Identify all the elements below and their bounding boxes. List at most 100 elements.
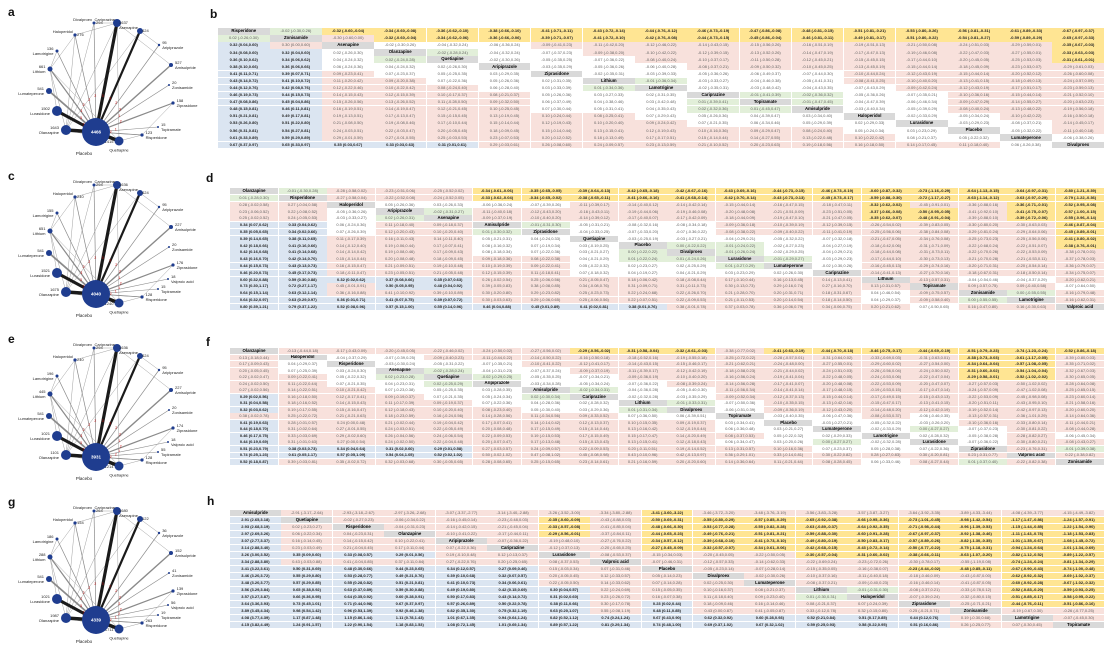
league-cell: 0.22 (-0.04,0.48): [424, 439, 473, 446]
league-cell: 0.11 (-0.17,0.39): [327, 235, 376, 242]
league-cell: 0.22 (-0.38,0.82): [1056, 452, 1104, 459]
league-cell: 0.06 (-0.22,0.34): [281, 530, 333, 538]
league-cell: -0.43 (-0.87,0.00): [950, 572, 1002, 580]
treatment-node: [73, 33, 77, 37]
league-cell: 0.57 (0.15,1.00): [375, 303, 424, 310]
study-count-label: 2: [115, 426, 117, 430]
league-cell: -0.14 (-0.55,0.27): [1000, 98, 1052, 106]
node-label: Divalproex: [73, 342, 92, 347]
league-cell: -0.07 (-0.32,0.18): [813, 235, 862, 242]
league-cell: 0.41 (0.10,0.72): [270, 77, 322, 85]
league-cell: -0.02 (-0.32,0.28): [861, 439, 910, 446]
league-cell: -0.22 (-0.47,0.04): [910, 374, 959, 381]
study-count-label: 2: [80, 597, 82, 601]
node-label: Aripiprazole: [162, 45, 184, 50]
placebo-edge: [94, 30, 142, 133]
league-cell: 0.44 (0.23,0.65): [384, 565, 436, 573]
league-cell: -0.48 (-0.91,-0.04): [910, 215, 959, 222]
league-cell: 0.18 (-0.31,0.67): [813, 290, 862, 297]
treatment-node: [140, 458, 144, 462]
league-cell: 0.46 (0.04,0.88): [472, 303, 521, 310]
league-cell: -0.10 (-0.36,0.16): [958, 419, 1007, 426]
league-cell: 0.31 (-0.11,0.73): [667, 283, 716, 290]
league-cell: -0.21 (-0.51,0.09): [764, 208, 813, 215]
league-cell: 0.12 (-0.19,0.43): [635, 127, 687, 134]
league-cell: 0.04 (-0.38,0.46): [583, 98, 635, 106]
league-cell: -0.33 (-0.63,-0.03): [1052, 49, 1104, 56]
league-cell: 0.29 (-0.02,0.60): [327, 432, 376, 439]
league-cell: 0.22 (-0.09,0.53): [472, 432, 521, 439]
comparison-edge: [49, 556, 58, 600]
league-cell: 0.09 (-0.24,0.42): [635, 120, 687, 127]
placebo-count: 4466: [91, 130, 102, 135]
league-cell: -0.26 (-0.54,0.02): [861, 222, 910, 229]
league-cell: -0.19 (-0.41,0.04): [764, 374, 813, 381]
study-count-label: 1: [118, 286, 120, 290]
league-cell: -0.18 (-0.44,0.09): [715, 215, 764, 222]
study-count-label: 2: [88, 98, 90, 102]
league-cell: -0.04 (-0.32,0.24): [478, 49, 531, 56]
treatment-name: Lithium: [861, 276, 910, 283]
league-cell: 0.14 (-0.22,0.51): [278, 387, 327, 394]
league-cell: 0.57 (0.05,1.09): [327, 452, 376, 459]
league-cell: 0.24 (-0.02,0.50): [230, 380, 278, 387]
study-count-label: 2: [110, 618, 112, 622]
treatment-node: [46, 576, 52, 582]
node-count: 1987: [50, 613, 60, 618]
node-label: Asenapine: [119, 513, 139, 518]
league-cell: -0.80 (-1.21,-0.39): [1056, 188, 1104, 195]
league-cell: -0.24 (-0.57,0.09): [1052, 77, 1104, 85]
treatment-node: [73, 521, 77, 525]
league-cell: -0.22 (-0.82,0.38): [1007, 459, 1056, 465]
league-cell: -0.05 (-0.32,0.22): [861, 419, 910, 426]
league-cell: 0.98 (0.54,1.42): [281, 607, 333, 615]
league-cell: -0.16 (-0.51,0.19): [791, 42, 844, 49]
league-cell: 0.24 (-0.09,0.57): [521, 445, 570, 452]
league-cell: -0.10 (-0.36,0.16): [948, 91, 1000, 99]
league-cell: -0.51 (-0.81,-0.21): [744, 530, 796, 538]
league-cell: 0.82 (0.35,1.30): [435, 607, 487, 615]
node-label: Aripiprazole: [162, 533, 184, 538]
league-cell: 0.00 (-0.27,0.27): [813, 439, 862, 446]
league-cell: -0.23 (-0.59,0.13): [1052, 84, 1104, 92]
node-label: Olanzapine: [39, 618, 60, 623]
league-cell: -0.21 (-0.53,0.11): [1007, 256, 1056, 263]
league-cell: -0.45 (-0.98,0.08): [1007, 393, 1056, 400]
league-cell: 0.48 (0.15,0.81): [218, 106, 270, 113]
league-cell: -0.05 (-0.31,0.22): [424, 361, 473, 367]
study-count-label: 2: [88, 586, 90, 590]
study-count-label: 1: [115, 615, 117, 619]
league-cell: 0.14 (-0.17,0.45): [895, 141, 948, 148]
node-count: 122: [142, 516, 149, 521]
node-label: Valproic acid: [171, 279, 194, 284]
league-cell: -0.02 (-0.29,0.25): [472, 374, 521, 381]
node-label: Asenapine: [119, 25, 139, 30]
league-cell: 0.39 (-0.05,0.83): [472, 283, 521, 290]
study-count-label: 2: [119, 596, 121, 600]
league-cell: -0.34 (-0.61,-0.06): [472, 188, 521, 195]
league-cell: -0.44 (-0.73,-0.15): [687, 35, 739, 42]
league-cell: -0.08 (-0.37,0.21): [1000, 120, 1052, 127]
league-cell: -2.93 (-3.18,-2.67): [332, 510, 384, 517]
node-label: Quetiapine: [109, 310, 129, 315]
league-cell: 0.42 (-0.13,0.97): [667, 452, 716, 459]
league-cell: -0.27 (-0.76,0.22): [590, 537, 641, 545]
treatment-name: Lumateperone: [744, 579, 796, 587]
node-count: 128: [146, 455, 153, 460]
league-cell: 0.19 (-0.14,0.52): [667, 445, 716, 452]
league-cell: 0.14 (-0.28,0.56): [472, 413, 521, 420]
league-cell: 0.18 (-0.23,0.59): [375, 413, 424, 420]
league-cell: -0.11 (-0.50,0.28): [739, 56, 792, 63]
league-cell: -0.67 (-0.97,-0.37): [1052, 28, 1104, 35]
placebo-edge: [94, 518, 142, 621]
treatment-node: [92, 21, 96, 25]
league-cell: -0.36 (-0.71,-0.01): [1007, 201, 1056, 208]
placebo-edge: [94, 355, 142, 458]
league-cell: 0.44 (0.12,0.76): [218, 84, 270, 92]
league-cell: 0.12 (-0.21,0.45): [426, 106, 479, 113]
study-count-label: 2: [115, 589, 117, 593]
league-cell: -0.18 (-0.50,0.14): [1007, 269, 1056, 276]
placebo-node: [82, 118, 110, 146]
league-cell: 0.06 (-0.34,0.46): [739, 120, 792, 127]
league-cell: -0.12 (-0.37,0.13): [764, 393, 813, 400]
